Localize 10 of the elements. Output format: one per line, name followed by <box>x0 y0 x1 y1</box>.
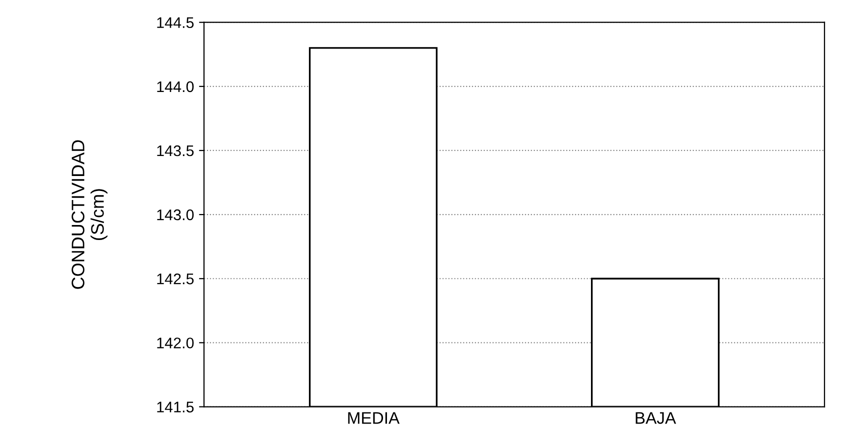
y-tick-label: 144.0 <box>157 81 194 92</box>
y-tick-label: 141.5 <box>157 402 194 412</box>
y-tick-label: 143.0 <box>157 209 194 220</box>
x-tick-label: MEDIA <box>348 412 400 424</box>
y-tick-label: 142.0 <box>157 338 194 348</box>
y-axis-title: CONDUCTIVIDAD (S/cm) <box>72 140 108 289</box>
y-tick-label: 143.5 <box>157 145 194 156</box>
y-tick-label: 142.5 <box>157 274 194 284</box>
x-tick-label: BAJA <box>636 412 676 424</box>
y-tick-label: 144.5 <box>157 17 194 28</box>
